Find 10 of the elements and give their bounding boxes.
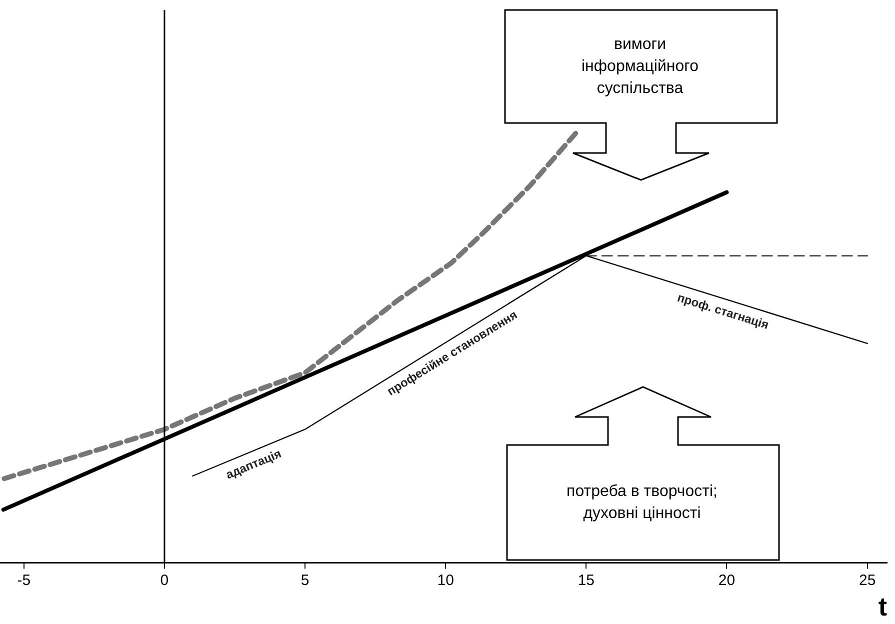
x-tick-label: 0 — [160, 572, 169, 589]
x-tick-label: -5 — [17, 572, 31, 589]
x-tick-label: 15 — [578, 572, 595, 589]
x-tick-label: 25 — [858, 572, 876, 589]
x-tick-label: 5 — [300, 572, 310, 589]
x-tick-label: 10 — [437, 572, 454, 589]
x-axis-title: t — [878, 592, 888, 622]
annotation: потреба в творчості; духовні цінності — [566, 482, 718, 524]
text: вимоги інформаційного суспільства — [580, 34, 700, 98]
x-tick-label: 20 — [718, 572, 736, 589]
